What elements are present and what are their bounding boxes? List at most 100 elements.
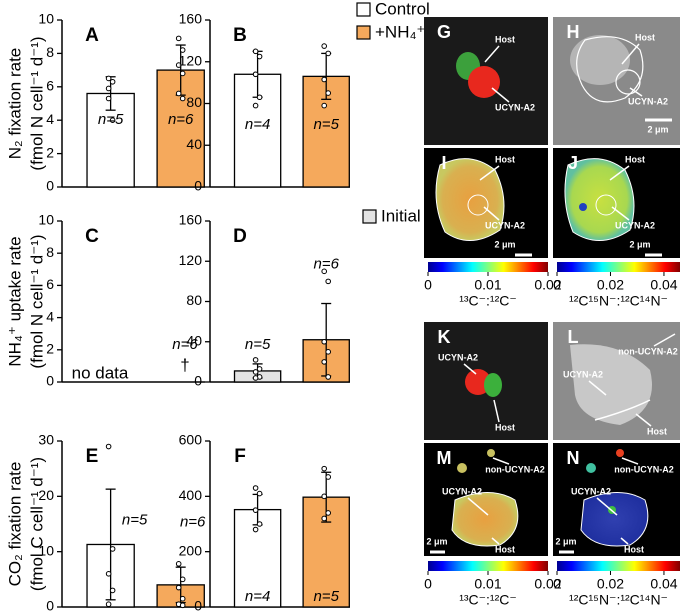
data-point: [109, 117, 116, 123]
panel-label: A: [85, 25, 99, 46]
data-point: [252, 526, 259, 533]
y-tick-label: 10: [38, 212, 54, 228]
annotation: n=6: [172, 336, 198, 353]
data-point: [325, 90, 332, 96]
y-tick-label: 10: [38, 542, 54, 558]
data-point: [325, 374, 332, 380]
colorbar-tick-label: 0.02: [534, 277, 561, 293]
data-point: [321, 268, 328, 275]
data-point: [179, 70, 186, 77]
image-annotation: UCYN-A2: [495, 102, 535, 112]
n-label: n=5: [313, 588, 339, 605]
data-point: [325, 50, 332, 57]
cell-shape: [570, 344, 652, 425]
data-point: [252, 507, 259, 513]
cell-shape: [467, 194, 489, 216]
data-point: [105, 443, 112, 450]
data-point: [252, 369, 259, 375]
cell-shape: [615, 69, 641, 95]
cell-shape: [570, 35, 630, 85]
data-point: [256, 521, 263, 527]
y-tick-label: 120: [179, 252, 203, 268]
cell-shape: [586, 463, 596, 473]
y-axis-title: (fmol N cell⁻¹ d⁻¹): [27, 36, 46, 170]
image-annotation: 2 μm: [426, 536, 447, 546]
colorbar-tick-label: 0.04: [650, 576, 677, 592]
cell-shape: [451, 492, 519, 547]
n-label: n=6: [180, 513, 206, 530]
panel-label: C: [85, 226, 99, 247]
data-point: [175, 90, 182, 97]
data-point: [256, 53, 263, 60]
data-point: [256, 94, 263, 101]
data-point: [105, 75, 112, 82]
data-point: [105, 85, 112, 92]
data-point: [179, 602, 186, 609]
image-annotation: UCYN-A2: [628, 96, 668, 106]
y-tick-label: 40: [186, 332, 202, 348]
image-label: K: [438, 327, 451, 347]
arrow: [588, 380, 607, 396]
data-point: [321, 102, 328, 109]
y-tick-label: 10: [38, 11, 54, 27]
y-tick-label: 0: [46, 598, 54, 613]
y-tick-label: 200: [179, 542, 203, 558]
image-annotation: 2 μm: [629, 239, 650, 249]
image-annotation: 2 μm: [555, 536, 576, 546]
data-point: [325, 349, 332, 355]
cell-shape: [468, 66, 500, 98]
image-annotation: non-UCYN-A2: [614, 464, 674, 474]
image-annotation: Host: [495, 34, 515, 44]
data-point: [105, 95, 112, 102]
image-annotation: Host: [495, 544, 515, 554]
panel-label: E: [86, 446, 99, 467]
arrow: [620, 537, 629, 545]
arrow: [493, 399, 500, 423]
arrow: [479, 165, 500, 181]
n-label: n=5: [122, 512, 148, 529]
image-annotation: non-UCYN-A2: [485, 464, 545, 474]
y-tick-label: 120: [179, 52, 203, 68]
y-tick-label: 6: [46, 276, 54, 292]
data-point: [175, 35, 182, 42]
colorbar-tick-label: 0: [424, 277, 432, 293]
arrow: [629, 87, 643, 97]
legend-label: Control: [375, 0, 430, 18]
n-label: n=5: [313, 116, 339, 133]
y-tick-label: 0: [194, 373, 202, 389]
data-point: [321, 76, 328, 83]
image-annotation: Host: [625, 154, 645, 164]
colorbar: [557, 262, 680, 272]
n-label: n=6: [313, 255, 339, 272]
arrow: [483, 206, 500, 221]
y-tick-label: 600: [179, 432, 203, 448]
arrow: [621, 457, 639, 465]
y-tick-label: 0: [46, 178, 54, 194]
n-label: n=5: [245, 336, 271, 353]
arrow: [463, 363, 477, 375]
data-point: [109, 587, 116, 594]
image-annotation: Host: [647, 426, 667, 436]
image-annotation: UCYN-A2: [442, 486, 482, 496]
y-tick-label: 400: [179, 487, 203, 503]
colorbar-title: ¹²C¹⁵N⁻:¹²C¹⁴N⁻: [569, 293, 668, 309]
arrow: [621, 43, 640, 65]
n-label: n=6: [168, 111, 194, 128]
image-annotation: Host: [635, 32, 655, 42]
y-axis-title: (fmol C cell⁻¹ d⁻¹): [27, 457, 46, 591]
image-label: N: [567, 448, 580, 468]
colorbar-tick-label: 0: [553, 576, 561, 592]
y-tick-label: 30: [38, 432, 54, 448]
legend-label: Initial: [381, 206, 421, 225]
image-annotation: Host: [495, 422, 515, 432]
colorbar-title: ¹²C¹⁵N⁻:¹²C¹⁴N⁻: [569, 592, 668, 608]
legend-swatch: [356, 2, 371, 17]
cell-shape: [580, 492, 649, 547]
cell-shape: [564, 158, 635, 241]
y-axis-title: N₂ fixation rate: [5, 48, 24, 159]
panel-label: D: [233, 226, 247, 247]
error-bar: [105, 488, 116, 601]
y-tick-label: 80: [186, 292, 202, 308]
arrow: [491, 537, 500, 545]
y-tick-label: 6: [46, 78, 54, 94]
